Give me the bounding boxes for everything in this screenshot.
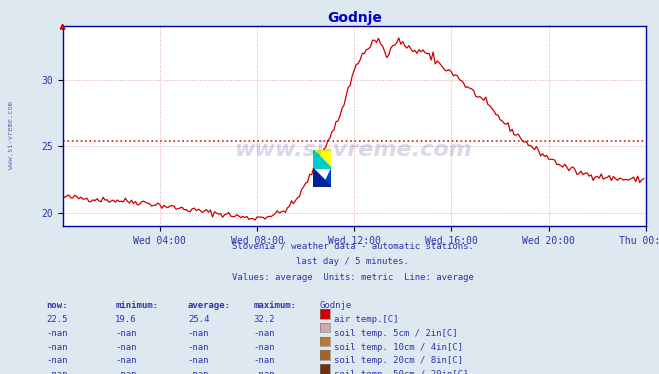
Text: minimum:: minimum: xyxy=(115,301,158,310)
Text: -nan: -nan xyxy=(254,329,275,338)
Text: -nan: -nan xyxy=(254,356,275,365)
Text: soil temp. 20cm / 8in[C]: soil temp. 20cm / 8in[C] xyxy=(334,356,463,365)
Text: -nan: -nan xyxy=(254,343,275,352)
Polygon shape xyxy=(313,168,331,187)
Text: -nan: -nan xyxy=(46,356,68,365)
Text: 32.2: 32.2 xyxy=(254,315,275,324)
Text: -nan: -nan xyxy=(188,329,210,338)
Text: -nan: -nan xyxy=(254,370,275,374)
Title: Godnje: Godnje xyxy=(327,11,382,25)
Text: -nan: -nan xyxy=(115,329,137,338)
Text: -nan: -nan xyxy=(115,343,137,352)
Text: 25.4: 25.4 xyxy=(188,315,210,324)
Text: soil temp. 10cm / 4in[C]: soil temp. 10cm / 4in[C] xyxy=(334,343,463,352)
Text: -nan: -nan xyxy=(188,356,210,365)
Text: 19.6: 19.6 xyxy=(115,315,137,324)
Text: -nan: -nan xyxy=(115,356,137,365)
Polygon shape xyxy=(313,150,331,168)
Text: now:: now: xyxy=(46,301,68,310)
Text: Values: average  Units: metric  Line: average: Values: average Units: metric Line: aver… xyxy=(231,273,474,282)
Text: -nan: -nan xyxy=(46,370,68,374)
Text: -nan: -nan xyxy=(115,370,137,374)
Text: www.si-vreme.com: www.si-vreme.com xyxy=(8,101,14,169)
Text: -nan: -nan xyxy=(188,370,210,374)
Text: Godnje: Godnje xyxy=(320,301,352,310)
Text: -nan: -nan xyxy=(46,329,68,338)
Polygon shape xyxy=(322,168,331,187)
Text: -nan: -nan xyxy=(188,343,210,352)
Text: www.si-vreme.com: www.si-vreme.com xyxy=(234,140,471,160)
Text: maximum:: maximum: xyxy=(254,301,297,310)
Text: last day / 5 minutes.: last day / 5 minutes. xyxy=(296,257,409,266)
Text: soil temp. 50cm / 20in[C]: soil temp. 50cm / 20in[C] xyxy=(334,370,469,374)
Text: air temp.[C]: air temp.[C] xyxy=(334,315,399,324)
Text: average:: average: xyxy=(188,301,231,310)
Text: soil temp. 5cm / 2in[C]: soil temp. 5cm / 2in[C] xyxy=(334,329,458,338)
Polygon shape xyxy=(313,150,331,168)
Text: 22.5: 22.5 xyxy=(46,315,68,324)
Text: Slovenia / weather data - automatic stations.: Slovenia / weather data - automatic stat… xyxy=(231,241,474,250)
Text: -nan: -nan xyxy=(46,343,68,352)
